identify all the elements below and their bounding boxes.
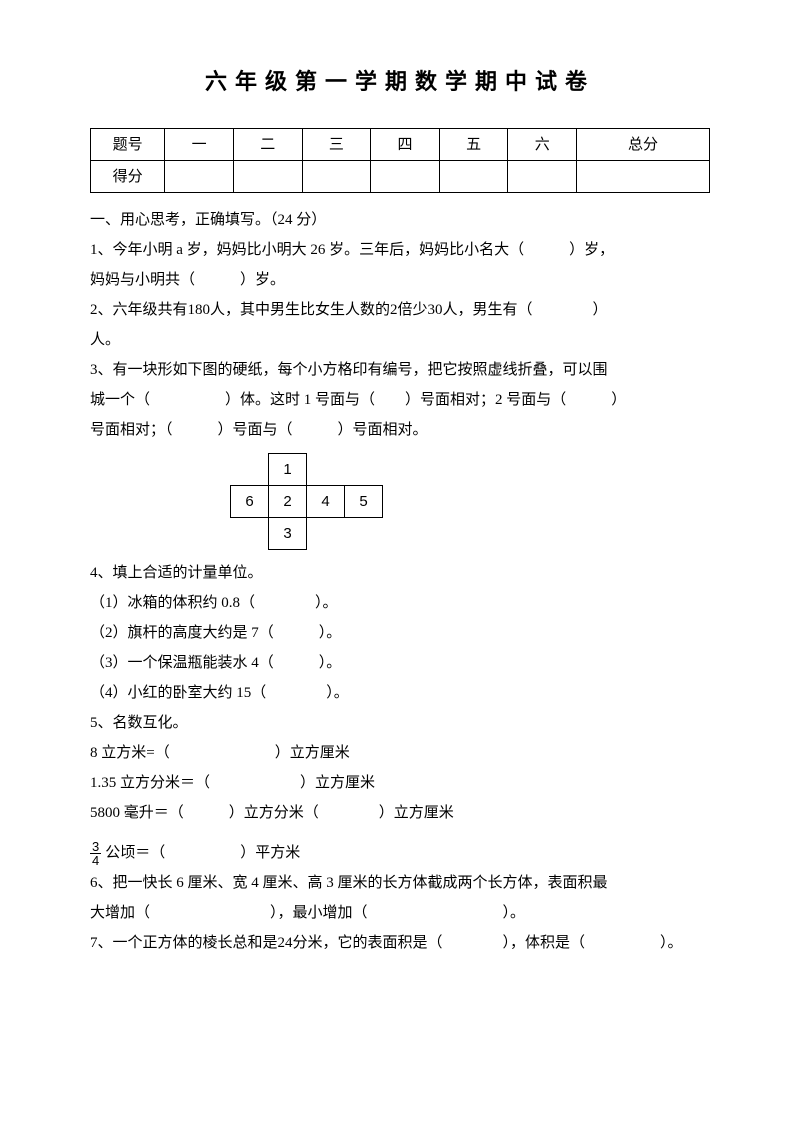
- cube-face-3: 3: [269, 518, 307, 550]
- fraction-numerator: 3: [90, 840, 101, 854]
- question-text: 3、有一块形如下图的硬纸，每个小方格印有编号，把它按照虚线折叠，可以围: [90, 362, 608, 378]
- row-label: 得分: [91, 161, 165, 193]
- score-table: 题号 一 二 三 四 五 六 总分 得分: [90, 128, 710, 193]
- question-text: 6、把一快长 6 厘米、宽 4 厘米、高 3 厘米的长方体截成两个长方体，表面积…: [90, 875, 608, 891]
- question-text: （1）冰箱的体积约 0.8（ ）。: [90, 595, 338, 611]
- page-title: 六年级第一学期数学期中试卷: [90, 60, 710, 104]
- cube-face-4: 4: [307, 486, 345, 518]
- question-text: 2、六年级共有180人，其中男生比女生人数的2倍少30人，男生有（ ）: [90, 302, 608, 318]
- question-text: 妈妈与小明共（ ）岁。: [90, 272, 285, 288]
- header-cell: 题号: [91, 129, 165, 161]
- cube-face-6: 6: [231, 486, 269, 518]
- question-text: 5、名数互化。: [90, 715, 188, 731]
- question-2: 2、六年级共有180人，其中男生比女生人数的2倍少30人，男生有（ ） 人。: [90, 295, 710, 355]
- question-5: 5、名数互化。 8 立方米=（ ）立方厘米 1.35 立方分米＝（ ）立方厘米 …: [90, 708, 710, 828]
- question-1: 1、今年小明 a 岁，妈妈比小明大 26 岁。三年后，妈妈比小名大（ ）岁， 妈…: [90, 235, 710, 295]
- question-text: 7、一个正方体的棱长总和是24分米，它的表面积是（ ），体积是（ ）。: [90, 935, 683, 951]
- header-cell: 一: [165, 129, 234, 161]
- section-text: 一、用心思考，正确填写。（24 分）: [90, 212, 326, 228]
- question-text: （3）一个保温瓶能装水 4（ ）。: [90, 655, 341, 671]
- fraction: 3 4: [90, 840, 101, 867]
- section-heading: 一、用心思考，正确填写。（24 分）: [90, 205, 710, 235]
- cube-face-5: 5: [345, 486, 383, 518]
- question-text: 城一个（ ）体。这时 1 号面与（ ）号面相对；2 号面与（ ）: [90, 392, 626, 408]
- cube-face-1: 1: [269, 454, 307, 486]
- question-7: 7、一个正方体的棱长总和是24分米，它的表面积是（ ），体积是（ ）。: [90, 928, 710, 958]
- question-text: 4、填上合适的计量单位。: [90, 565, 263, 581]
- header-cell: 五: [439, 129, 508, 161]
- question-text: 8 立方米=（ ）立方厘米: [90, 745, 350, 761]
- header-cell: 三: [302, 129, 371, 161]
- question-text: 大增加（ ），最小增加（ ）。: [90, 905, 525, 921]
- question-text: （4）小红的卧室大约 15（ ）。: [90, 685, 349, 701]
- question-text: 号面相对；（ ）号面与（ ）号面相对。: [90, 422, 428, 438]
- cube-face-2: 2: [269, 486, 307, 518]
- question-4: 4、填上合适的计量单位。 （1）冰箱的体积约 0.8（ ）。 （2）旗杆的高度大…: [90, 558, 710, 708]
- question-text: （2）旗杆的高度大约是 7（ ）。: [90, 625, 341, 641]
- header-cell: 总分: [577, 129, 710, 161]
- score-cell: [165, 161, 234, 193]
- score-cell: [302, 161, 371, 193]
- table-row: 得分: [91, 161, 710, 193]
- score-cell: [439, 161, 508, 193]
- question-6: 6、把一快长 6 厘米、宽 4 厘米、高 3 厘米的长方体截成两个长方体，表面积…: [90, 868, 710, 928]
- header-cell: 六: [508, 129, 577, 161]
- question-5-frac: 3 4 公顷＝（ ）平方米: [90, 838, 710, 868]
- fraction-denominator: 4: [90, 854, 101, 867]
- cube-net-diagram: 1 6 2 4 5 3: [230, 453, 710, 550]
- question-text: 5800 毫升＝（ ）立方分米（ ）立方厘米: [90, 805, 454, 821]
- question-text: 人。: [90, 332, 120, 348]
- score-cell: [371, 161, 440, 193]
- question-3: 3、有一块形如下图的硬纸，每个小方格印有编号，把它按照虚线折叠，可以围 城一个（…: [90, 355, 710, 445]
- score-cell: [508, 161, 577, 193]
- question-text: 1、今年小明 a 岁，妈妈比小明大 26 岁。三年后，妈妈比小名大（ ）岁，: [90, 242, 614, 258]
- question-text: 1.35 立方分米＝（ ）立方厘米: [90, 775, 375, 791]
- question-text: 公顷＝（ ）平方米: [105, 845, 300, 861]
- score-cell: [233, 161, 302, 193]
- table-row: 题号 一 二 三 四 五 六 总分: [91, 129, 710, 161]
- score-cell: [577, 161, 710, 193]
- header-cell: 四: [371, 129, 440, 161]
- header-cell: 二: [233, 129, 302, 161]
